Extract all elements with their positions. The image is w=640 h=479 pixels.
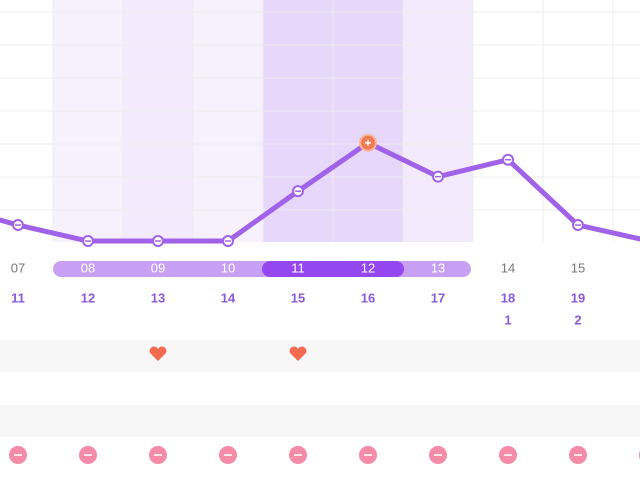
month-label: 1 bbox=[504, 312, 511, 327]
date-label: 12 bbox=[81, 290, 95, 305]
date-label: 13 bbox=[151, 290, 165, 305]
column-shade bbox=[53, 0, 123, 242]
cycle-day: 13 bbox=[431, 260, 445, 275]
background bbox=[53, 0, 473, 242]
date-label: 11 bbox=[11, 290, 25, 305]
cycle-day: 07 bbox=[11, 260, 25, 275]
cycle-day: 10 bbox=[221, 260, 235, 275]
cycle-day: 09 bbox=[151, 260, 165, 275]
date-label: 17 bbox=[431, 290, 445, 305]
column-shade bbox=[333, 0, 403, 242]
date-label: 14 bbox=[221, 290, 236, 305]
cycle-day: 15 bbox=[571, 260, 585, 275]
grid bbox=[0, 0, 640, 242]
date-label: 19 bbox=[571, 290, 585, 305]
date-label: 18 bbox=[501, 290, 515, 305]
heart-icon bbox=[289, 346, 307, 361]
row-band bbox=[0, 405, 640, 437]
column-shade bbox=[403, 0, 473, 242]
column-shade bbox=[193, 0, 263, 242]
cycle-day: 12 bbox=[361, 260, 375, 275]
cycle-day: 11 bbox=[291, 260, 305, 275]
row-band bbox=[0, 340, 640, 372]
column-shade bbox=[263, 0, 333, 242]
month-label: 2 bbox=[574, 312, 581, 327]
date-label: 15 bbox=[291, 290, 305, 305]
cycle-day: 14 bbox=[501, 260, 515, 275]
column-shade bbox=[123, 0, 193, 242]
peak-pill bbox=[262, 261, 404, 277]
cycle-day: 08 bbox=[81, 260, 95, 275]
date-label: 16 bbox=[361, 290, 375, 305]
heart-icon bbox=[149, 346, 167, 361]
